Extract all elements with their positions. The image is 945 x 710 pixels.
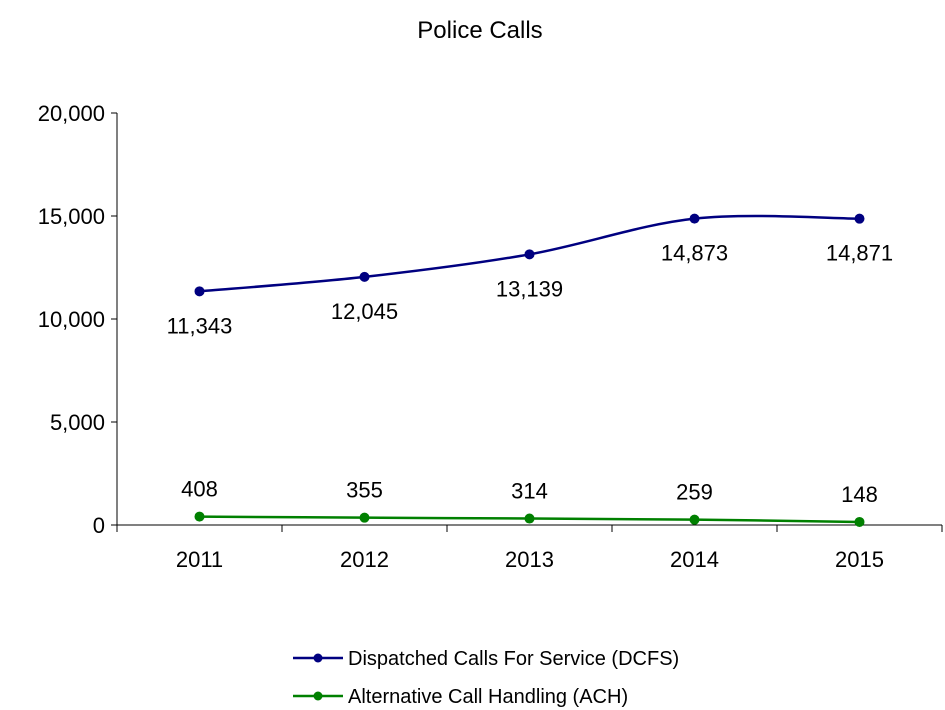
y-tick-label: 15,000 (38, 204, 105, 229)
series-0-point (854, 213, 865, 224)
series-0-point (194, 286, 205, 297)
legend-swatch-marker (313, 653, 323, 663)
series-1-data-label: 148 (841, 482, 878, 507)
series-1-data-label: 314 (511, 479, 548, 504)
y-tick-label: 5,000 (50, 410, 105, 435)
series-1-point (194, 511, 205, 522)
series-0-data-label: 14,873 (661, 241, 728, 266)
series-0-data-label: 11,343 (167, 313, 233, 338)
series-1-data-label: 259 (676, 480, 713, 505)
series-0-point (689, 213, 700, 224)
data-labels: 11,343 12,045 13,139 14,873 14,871 408 355 314 2… (167, 241, 893, 507)
y-tick-label: 0 (93, 513, 105, 538)
series-layer (194, 213, 865, 527)
legend-label: Dispatched Calls For Service (DCFS) (348, 648, 679, 670)
series-1-point (689, 514, 700, 525)
series-0-point (524, 249, 535, 260)
chart-title: Police Calls (417, 17, 542, 44)
series-0-point (359, 271, 370, 282)
legend-swatch-marker (313, 691, 323, 701)
x-tick-label: 2012 (340, 547, 389, 572)
series-1-data-label: 408 (181, 477, 218, 502)
y-tick-label: 10,000 (38, 307, 105, 332)
x-tick-label: 2015 (835, 547, 884, 572)
legend-label: Alternative Call Handling (ACH) (348, 686, 628, 708)
legend: Dispatched Calls For Service (DCFS) Alter… (293, 648, 679, 708)
series-0-data-label: 14,871 (826, 241, 893, 266)
series-0-data-label: 13,139 (496, 276, 563, 301)
series-0-data-label: 12,045 (331, 299, 398, 324)
series-1-point (524, 513, 535, 524)
y-tick-label: 20,000 (38, 101, 105, 126)
series-1-data-label: 355 (346, 478, 383, 503)
x-tick-label: 2014 (670, 547, 719, 572)
x-tick-label: 2013 (505, 547, 554, 572)
x-tick-label: 2011 (176, 547, 223, 572)
series-1-point (359, 512, 370, 523)
axes: 0 5,000 10,000 15,000 20,000 2011 2012 2013 2014… (38, 101, 943, 572)
series-1-point (854, 516, 865, 527)
